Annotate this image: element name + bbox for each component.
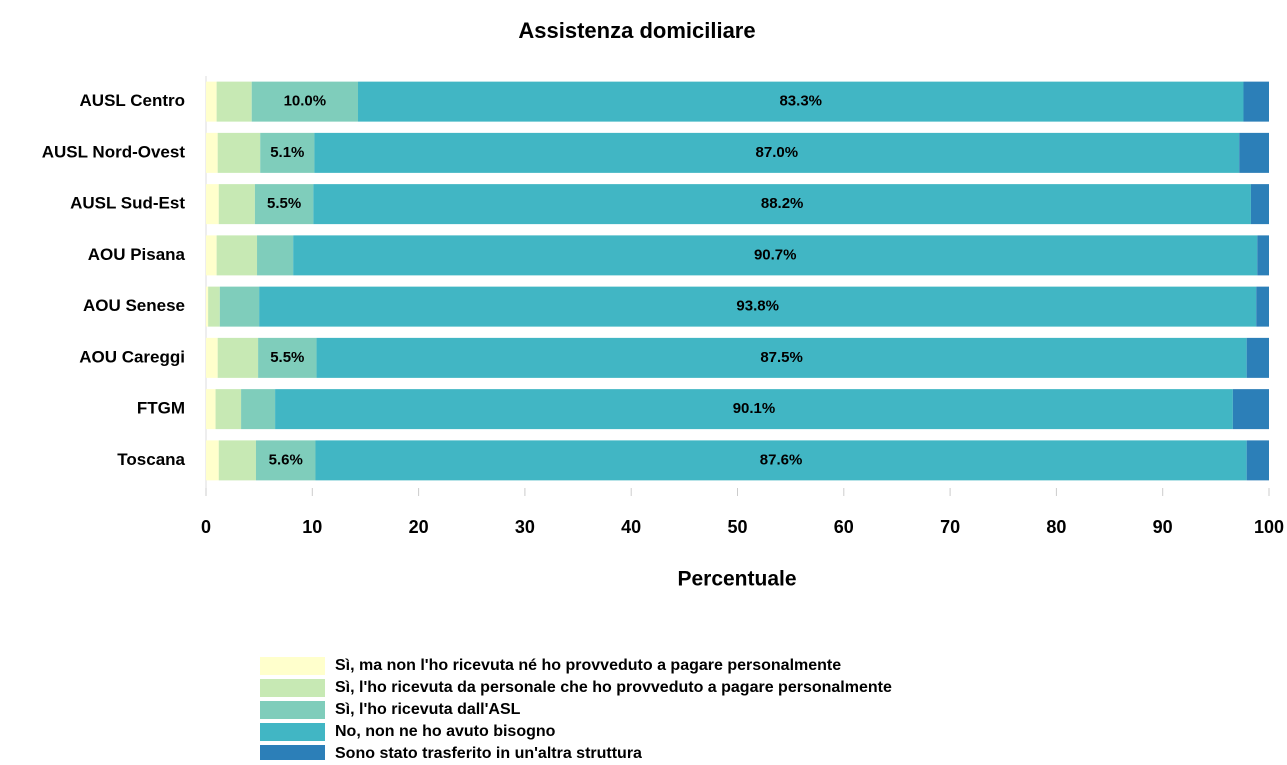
data-label: 88.2% — [761, 195, 804, 212]
bar-segment — [206, 184, 219, 225]
legend-label: Sì, l'ho ricevuta dall'ASL — [335, 701, 521, 718]
data-label: 93.8% — [736, 298, 779, 315]
bar-segment — [206, 132, 218, 173]
legend-swatch — [260, 723, 325, 741]
bar-segment — [216, 81, 252, 122]
bar-segment — [218, 440, 256, 481]
bar-segment — [215, 389, 242, 430]
bar-segment — [275, 389, 1233, 430]
chart-title: Assistenza domiciliare — [518, 18, 755, 43]
data-label: 5.1% — [270, 144, 304, 161]
data-label: 87.5% — [760, 349, 803, 366]
bar-segment — [258, 337, 317, 378]
bar-segment — [358, 81, 1244, 122]
x-tick-label: 40 — [621, 517, 641, 537]
x-tick-label: 10 — [302, 517, 322, 537]
bar-segment — [293, 235, 1258, 276]
x-tick-label: 0 — [201, 517, 211, 537]
bar-segment — [254, 184, 314, 225]
bar-segment — [217, 132, 261, 173]
bar-segment — [1246, 337, 1269, 378]
x-axis-label: Percentuale — [677, 568, 796, 591]
x-tick-label: 20 — [409, 517, 429, 537]
data-label: 83.3% — [779, 93, 822, 110]
x-tick-label: 100 — [1254, 517, 1284, 537]
legend-swatch — [260, 679, 325, 697]
bar-segment — [218, 184, 255, 225]
bar-segment — [255, 440, 316, 481]
y-tick-label: AUSL Centro — [80, 91, 185, 110]
y-tick-label: AOU Senese — [83, 296, 185, 315]
bar-segment — [257, 235, 294, 276]
data-label: 5.5% — [267, 195, 301, 212]
bar-segment — [208, 286, 220, 327]
bar-segment — [315, 440, 1247, 481]
x-tick-label: 60 — [834, 517, 854, 537]
data-label: 87.6% — [760, 451, 803, 468]
bar-segment — [1243, 81, 1269, 122]
data-label: 90.7% — [754, 246, 797, 263]
bar-segment — [206, 389, 216, 430]
bar-segment — [251, 81, 359, 122]
bar-segment — [260, 132, 315, 173]
y-tick-label: Toscana — [117, 450, 185, 469]
bar-segment — [206, 440, 219, 481]
bar-segment — [1239, 132, 1269, 173]
x-tick-label: 90 — [1153, 517, 1173, 537]
y-tick-label: AUSL Sud-Est — [70, 194, 185, 213]
y-tick-label: AOU Careggi — [79, 347, 185, 366]
data-label: 87.0% — [756, 144, 799, 161]
bar-segment — [313, 184, 1251, 225]
bar-segment — [219, 286, 260, 327]
legend-swatch — [260, 745, 325, 763]
legend-swatch — [260, 657, 325, 675]
legend-label: Sono stato trasferito in un'altra strutt… — [335, 745, 642, 760]
bar-segment — [259, 286, 1257, 327]
legend-label: Sì, ma non l'ho ricevuta né ho provvedut… — [335, 657, 841, 674]
legend-label: No, non ne ho avuto bisogno — [335, 723, 556, 740]
y-tick-label: AOU Pisana — [88, 245, 186, 264]
bar-segment — [206, 337, 218, 378]
x-tick-label: 70 — [940, 517, 960, 537]
x-tick-label: 50 — [727, 517, 747, 537]
x-tick-label: 80 — [1046, 517, 1066, 537]
bar-segment — [206, 286, 209, 327]
x-tick-label: 30 — [515, 517, 535, 537]
bar-segment — [1257, 235, 1269, 276]
bar-segment — [1256, 286, 1269, 327]
bar-segment — [241, 389, 276, 430]
data-label: 5.5% — [270, 349, 304, 366]
bar-segment — [314, 132, 1240, 173]
bar-segment — [216, 235, 258, 276]
bar-segment — [206, 81, 217, 122]
bar-segment — [1246, 440, 1269, 481]
bar-segment — [1232, 389, 1269, 430]
bar-segment — [217, 337, 259, 378]
data-label: 90.1% — [733, 400, 776, 417]
bar-segment — [206, 235, 217, 276]
y-tick-label: FTGM — [137, 399, 185, 418]
legend-swatch — [260, 701, 325, 719]
bar-segment — [316, 337, 1247, 378]
y-tick-label: AUSL Nord-Ovest — [42, 142, 186, 161]
data-label: 5.6% — [269, 451, 303, 468]
bar-segment — [1250, 184, 1269, 225]
legend-label: Sì, l'ho ricevuta da personale che ho pr… — [335, 679, 892, 696]
data-label: 10.0% — [284, 93, 327, 110]
